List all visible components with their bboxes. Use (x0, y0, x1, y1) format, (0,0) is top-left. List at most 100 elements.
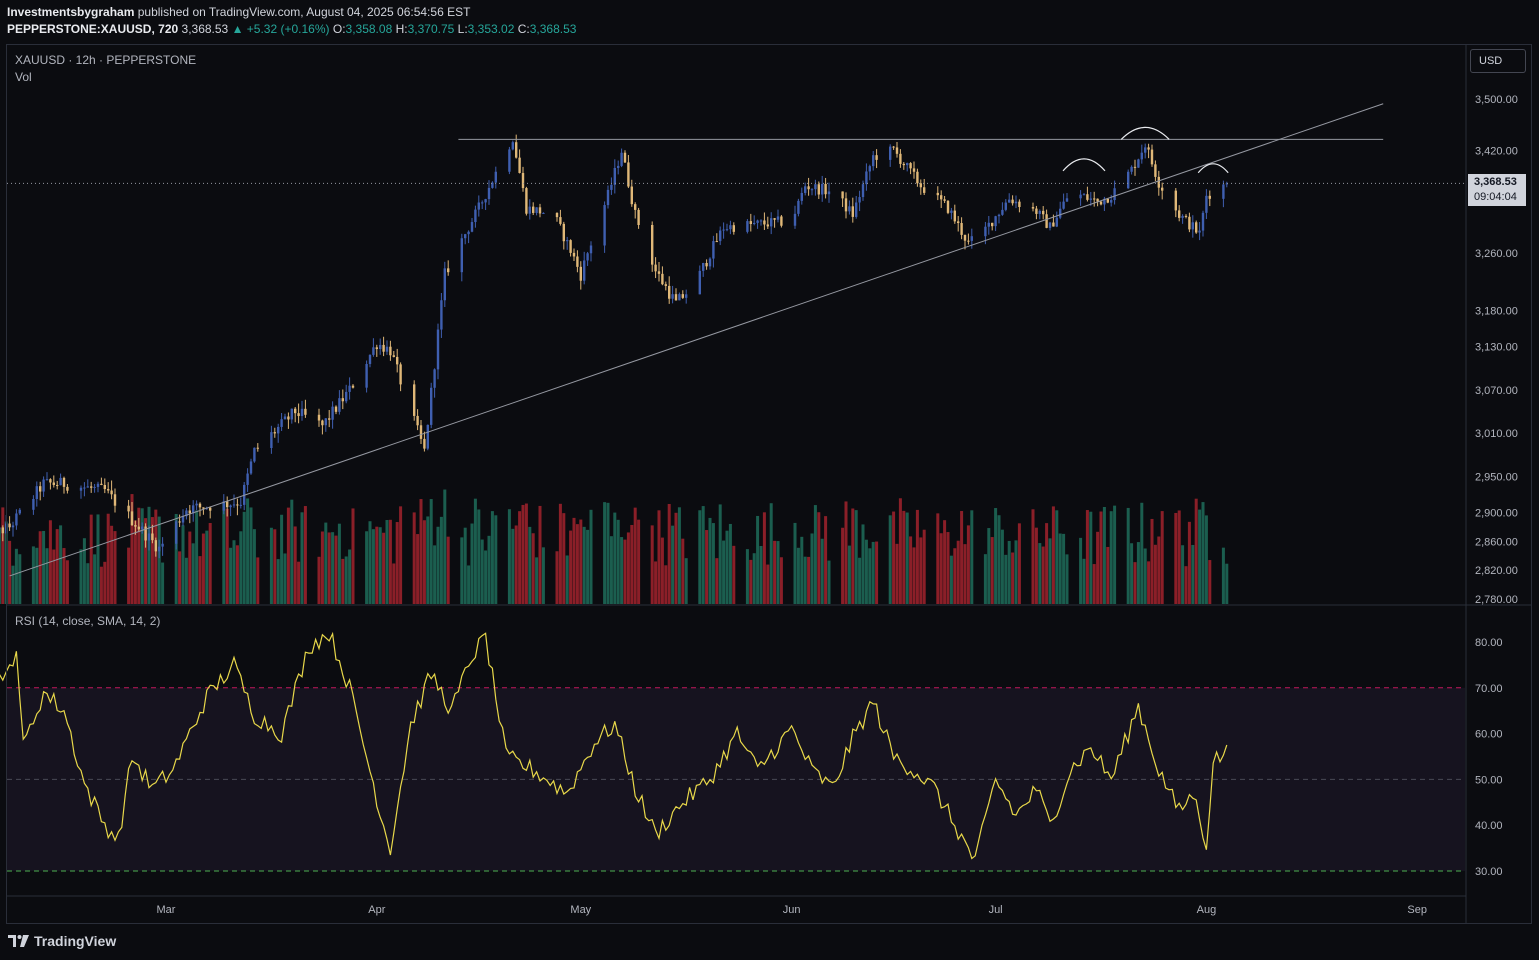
volume-bar (103, 561, 107, 604)
volume-bar (708, 517, 712, 604)
volume-bar (388, 519, 392, 604)
volume-bar (0, 528, 1, 604)
volume-bar (14, 548, 18, 604)
volume-bar (470, 523, 474, 604)
candle-body (477, 202, 480, 210)
volume-bar (1062, 533, 1066, 604)
candle-body (474, 209, 477, 223)
volume-bar (864, 539, 868, 604)
volume-bar (1055, 510, 1059, 604)
volume-bar (150, 517, 154, 604)
rsi-legend[interactable]: RSI (14, close, SMA, 14, 2) (15, 614, 161, 628)
candle-body (906, 163, 909, 166)
volume-bar (922, 529, 926, 604)
volume-bar (239, 531, 243, 604)
candle-body (467, 231, 470, 235)
symbol-label[interactable]: PEPPERSTONE:XAUUSD, 720 (7, 22, 179, 36)
candle-body (1191, 222, 1194, 230)
volume-bar (817, 512, 821, 604)
candle-body (345, 391, 348, 402)
pane-title[interactable]: XAUUSD · 12h · PEPPERSTONE (15, 53, 197, 67)
price-axis-tick: 3,010.00 (1475, 428, 1518, 440)
volume-bar (324, 522, 328, 604)
candle-body (572, 252, 576, 257)
candle-body (1127, 171, 1130, 189)
last-price-tag-value: 3,368.53 (1474, 176, 1517, 188)
candle-body (62, 477, 66, 487)
currency-button[interactable]: USD (1470, 49, 1526, 73)
high-value: 3,370.75 (407, 22, 455, 36)
volume-bar (807, 556, 811, 604)
candle-body (39, 486, 42, 492)
volume-bar (902, 510, 906, 604)
candle-body (916, 171, 919, 184)
volume-bar (490, 511, 494, 604)
candle-body (892, 146, 895, 148)
candle-body (151, 533, 154, 541)
price-axis-tick: 3,500.00 (1475, 94, 1518, 106)
volume-bar (579, 519, 583, 604)
volume-bar (633, 507, 637, 604)
candle-body (991, 222, 994, 227)
volume-bar (1048, 538, 1052, 604)
candle-body (396, 356, 399, 365)
volume-bar (273, 529, 277, 604)
volume-bar (130, 494, 134, 604)
candle-body (542, 212, 545, 214)
volume-bar (888, 515, 892, 604)
author-name[interactable]: Investmentsbygraham (7, 5, 135, 19)
volume-bar (280, 514, 284, 604)
candle-body (855, 202, 858, 217)
volume-bar (426, 516, 430, 604)
candle-body (351, 385, 355, 388)
rsi-line (0, 631, 1228, 860)
candle-body (321, 420, 324, 426)
candle-body (419, 425, 423, 439)
candle-body (1014, 201, 1018, 204)
ohlc-line: PEPPERSTONE:XAUUSD, 720 3,368.53 ▲ +5.32… (7, 22, 576, 36)
volume-bar (1017, 523, 1021, 604)
rsi-axis-tick: 50.00 (1475, 774, 1503, 786)
volume-bar (657, 510, 661, 604)
volume-bar (953, 548, 957, 604)
volume-bar (235, 545, 239, 604)
candle-body (389, 346, 392, 356)
candle-body (681, 294, 684, 298)
candle-body (175, 521, 178, 544)
volume-bar (249, 507, 253, 604)
candle-body (328, 418, 331, 420)
volume-bar (966, 525, 970, 604)
candle-body (290, 408, 293, 420)
candle-body (79, 487, 83, 491)
volume-bar (684, 558, 688, 604)
candle-body (107, 489, 110, 491)
volume-bar (184, 557, 188, 604)
rsi-line-layer (0, 631, 1228, 860)
volume-bar (154, 509, 158, 604)
volume-bar (796, 547, 800, 604)
volume-bar (473, 498, 477, 604)
candle-body (1222, 184, 1225, 199)
pattern-arc (1197, 163, 1229, 174)
candle-body (188, 510, 191, 514)
candle-body (936, 192, 939, 196)
volume-bar (1113, 505, 1117, 604)
candle-body (341, 398, 344, 402)
candle-body (287, 416, 290, 420)
volume-bar (769, 503, 773, 604)
volume-bar (1126, 507, 1130, 604)
price-axis-tick: 3,180.00 (1475, 306, 1518, 318)
volume-bar (1007, 540, 1011, 604)
volume-bar (147, 506, 151, 604)
tradingview-brand[interactable]: TradingView (8, 933, 116, 949)
volume-bar (1157, 536, 1161, 604)
low-value: 3,353.02 (467, 22, 515, 36)
volume-bar (144, 518, 148, 604)
volume-legend[interactable]: Vol (15, 70, 32, 84)
candle-body (331, 406, 334, 420)
candle-body (134, 525, 137, 527)
candle-body (202, 507, 205, 509)
volume-bar (660, 537, 664, 604)
candle-body (1004, 202, 1007, 210)
